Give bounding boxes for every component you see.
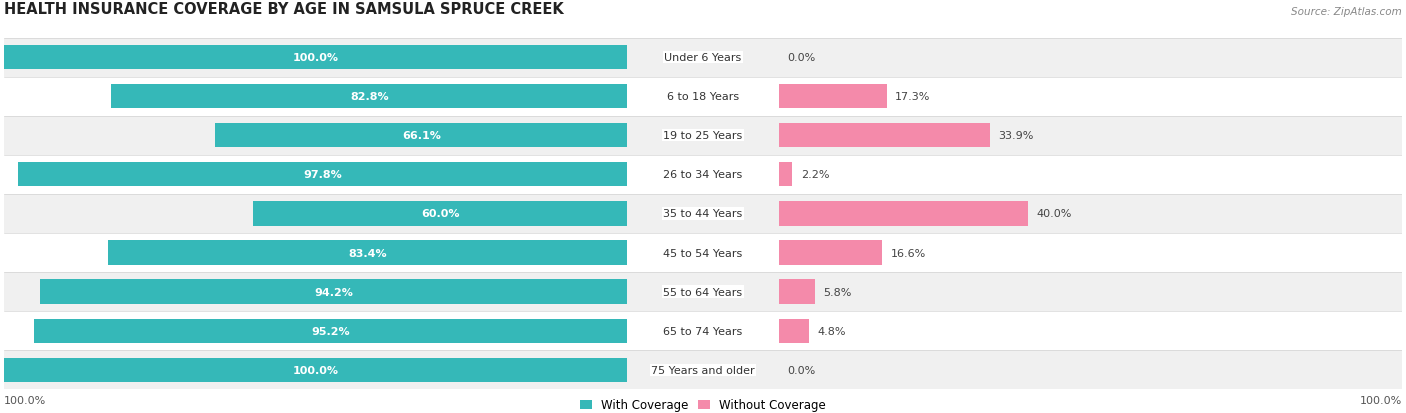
- Bar: [4, 46, 627, 70]
- Bar: [4, 311, 1402, 350]
- Bar: [4, 116, 1402, 155]
- Legend: With Coverage, Without Coverage: With Coverage, Without Coverage: [579, 399, 827, 411]
- Text: 66.1%: 66.1%: [402, 131, 441, 141]
- Bar: [779, 280, 815, 304]
- Bar: [108, 241, 627, 265]
- Text: 6 to 18 Years: 6 to 18 Years: [666, 92, 740, 102]
- Bar: [215, 124, 627, 148]
- Text: Source: ZipAtlas.com: Source: ZipAtlas.com: [1291, 7, 1402, 17]
- Text: 33.9%: 33.9%: [998, 131, 1033, 141]
- Bar: [4, 38, 1402, 78]
- Text: Under 6 Years: Under 6 Years: [665, 53, 741, 63]
- Bar: [779, 124, 990, 148]
- Text: 83.4%: 83.4%: [349, 248, 387, 258]
- Text: 35 to 44 Years: 35 to 44 Years: [664, 209, 742, 219]
- Text: 0.0%: 0.0%: [787, 53, 815, 63]
- Text: 100.0%: 100.0%: [4, 395, 46, 405]
- Text: 40.0%: 40.0%: [1036, 209, 1071, 219]
- Bar: [4, 233, 1402, 273]
- Text: 19 to 25 Years: 19 to 25 Years: [664, 131, 742, 141]
- Bar: [4, 350, 1402, 389]
- Text: 82.8%: 82.8%: [350, 92, 388, 102]
- Text: 17.3%: 17.3%: [896, 92, 931, 102]
- Bar: [4, 78, 1402, 116]
- Text: 94.2%: 94.2%: [315, 287, 353, 297]
- Text: 2.2%: 2.2%: [801, 170, 830, 180]
- Text: 75 Years and older: 75 Years and older: [651, 365, 755, 375]
- Bar: [779, 85, 887, 109]
- Bar: [18, 163, 627, 187]
- Text: 60.0%: 60.0%: [422, 209, 460, 219]
- Bar: [4, 195, 1402, 233]
- Bar: [253, 202, 627, 226]
- Text: 26 to 34 Years: 26 to 34 Years: [664, 170, 742, 180]
- Bar: [779, 319, 808, 343]
- Bar: [4, 358, 627, 382]
- Text: 55 to 64 Years: 55 to 64 Years: [664, 287, 742, 297]
- Bar: [4, 155, 1402, 195]
- Text: 100.0%: 100.0%: [1360, 395, 1402, 405]
- Bar: [34, 319, 627, 343]
- Text: 97.8%: 97.8%: [304, 170, 342, 180]
- Text: 16.6%: 16.6%: [891, 248, 927, 258]
- Text: 95.2%: 95.2%: [311, 326, 350, 336]
- Text: HEALTH INSURANCE COVERAGE BY AGE IN SAMSULA SPRUCE CREEK: HEALTH INSURANCE COVERAGE BY AGE IN SAMS…: [4, 2, 564, 17]
- Bar: [4, 273, 1402, 311]
- Bar: [41, 280, 627, 304]
- Text: 100.0%: 100.0%: [292, 365, 339, 375]
- Bar: [779, 163, 793, 187]
- Bar: [779, 202, 1028, 226]
- Text: 100.0%: 100.0%: [292, 53, 339, 63]
- Bar: [111, 85, 627, 109]
- Text: 4.8%: 4.8%: [817, 326, 846, 336]
- Text: 5.8%: 5.8%: [824, 287, 852, 297]
- Text: 45 to 54 Years: 45 to 54 Years: [664, 248, 742, 258]
- Text: 0.0%: 0.0%: [787, 365, 815, 375]
- Text: 65 to 74 Years: 65 to 74 Years: [664, 326, 742, 336]
- Bar: [779, 241, 882, 265]
